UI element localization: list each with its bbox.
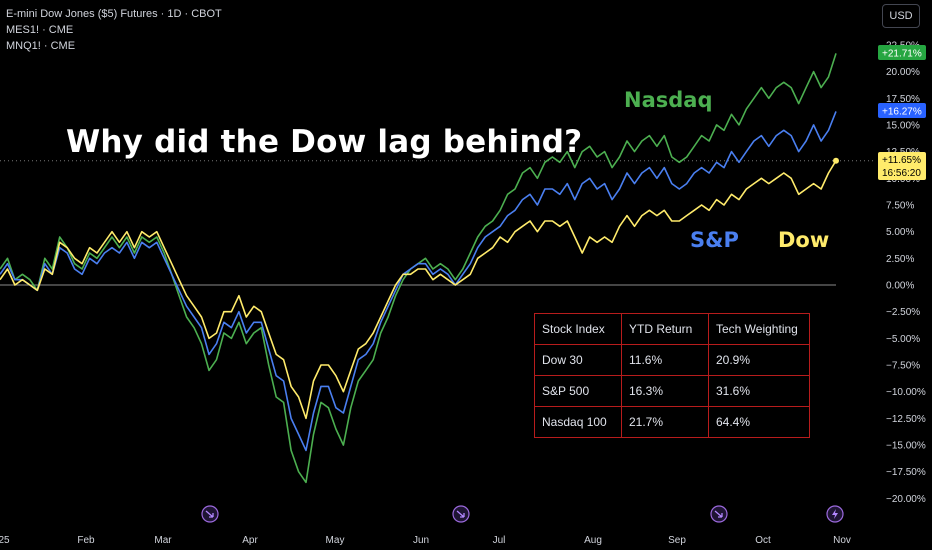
dow-series-label: Dow [778,228,830,252]
sp-series-label: S&P [690,228,739,252]
series-line-dow[interactable] [0,160,837,420]
table-header-cell: Stock Index [534,313,622,345]
nasdaq-price-tag: +21.71% [882,49,922,60]
dow-price-tag: +11.65% [882,155,921,166]
y-tick-label: −2.50% [886,307,920,318]
x-tick-label: Mar [154,535,172,546]
earnings-event-icon[interactable] [826,505,844,523]
y-tick-label: 2.50% [886,254,914,265]
symbol-legend: E-mini Dow Jones ($5) Futures · 1D · CBO… [6,6,222,54]
table-cell: 11.6% [621,344,709,376]
x-tick-label: Aug [584,535,602,546]
y-tick-label: −7.50% [886,361,920,372]
x-tick-label: Feb [77,535,95,546]
y-tick-label: 0.00% [886,281,914,292]
y-tick-label: 7.50% [886,200,914,211]
main-symbol-label[interactable]: E-mini Dow Jones ($5) Futures · 1D · CBO… [6,8,222,20]
countdown-timer: 16:56:20 [882,168,921,179]
table-row: S&P 500 16.3% 31.6% [534,375,810,407]
table-cell: S&P 500 [534,375,622,407]
y-tick-label: 20.00% [886,67,920,78]
table-header-cell: Tech Weighting [708,313,810,345]
y-tick-label: −10.00% [886,387,926,398]
table-cell: 16.3% [621,375,709,407]
x-tick-label: May [326,535,345,546]
nasdaq-series-label: Nasdaq [624,88,713,112]
table-row: Nasdaq 100 21.7% 64.4% [534,406,810,438]
dividend-event-icon[interactable] [710,505,728,523]
table-cell: 64.4% [708,406,810,438]
y-tick-label: −17.50% [886,467,926,478]
x-tick-label: 25 [0,535,10,546]
dow-last-point [833,157,839,164]
table-cell: 20.9% [708,344,810,376]
y-tick-label: −5.00% [886,334,920,345]
x-tick-label: Sep [668,535,686,546]
compare-symbol-mnq[interactable]: MNQ1! · CME [6,40,76,52]
nasdaq-price-tag-bg [878,45,926,60]
y-tick-label: 5.00% [886,227,914,238]
dow-price-tag-bg [878,152,926,180]
x-tick-label: Jul [493,535,506,546]
sp-price-tag-bg [878,103,926,118]
table-row: Dow 30 11.6% 20.9% [534,344,810,376]
dividend-event-icon[interactable] [452,505,470,523]
table-cell: 21.7% [621,406,709,438]
y-tick-label: 17.50% [886,94,920,105]
x-tick-label: Oct [755,535,771,546]
currency-button[interactable]: USD [882,4,920,28]
table-cell: Dow 30 [534,344,622,376]
y-tick-label: 15.00% [886,120,920,131]
headline-annotation: Why did the Dow lag behind? [66,124,583,160]
dividend-event-icon[interactable] [201,505,219,523]
table-cell: Nasdaq 100 [534,406,622,438]
compare-symbol-mes[interactable]: MES1! · CME [6,24,74,36]
y-tick-label: −20.00% [886,494,926,505]
sp-price-tag: +16.27% [882,107,922,118]
table-header-row: Stock Index YTD Return Tech Weighting [534,313,810,345]
x-tick-label: Apr [242,535,258,546]
x-tick-label: Nov [833,535,851,546]
table-header-cell: YTD Return [621,313,709,345]
table-cell: 31.6% [708,375,810,407]
y-tick-label: −15.00% [886,441,926,452]
x-tick-label: Jun [413,535,429,546]
y-tick-label: −12.50% [886,414,926,425]
index-comparison-table: Stock Index YTD Return Tech Weighting Do… [534,313,810,438]
series-line-sp[interactable] [0,111,837,452]
